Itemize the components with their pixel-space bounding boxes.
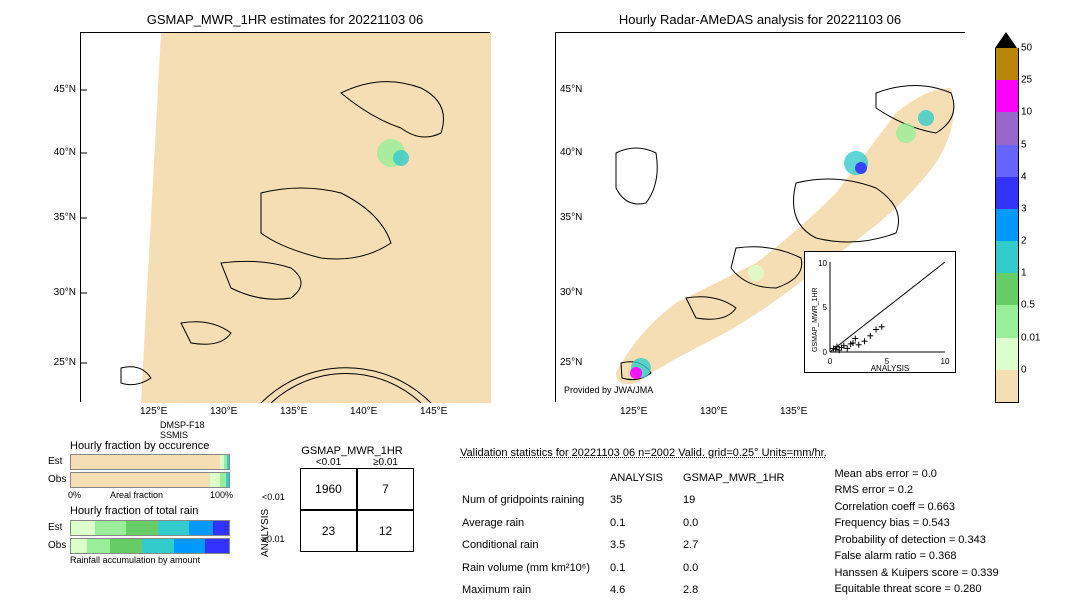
contingency-col-h2: ≥0.01 — [357, 457, 414, 468]
left-lat-2: 35°N — [48, 212, 76, 223]
fraction-occ-axis-right: 100% — [210, 490, 233, 500]
left-map-panel — [80, 32, 490, 402]
satellite-name-1: DMSP-F18 — [160, 420, 205, 430]
fraction-occ-axis-left: 0% — [68, 490, 81, 500]
right-lat-3: 30°N — [560, 287, 582, 298]
right-lat-4: 25°N — [560, 357, 582, 368]
fraction-occ-title: Hourly fraction by occurence — [70, 440, 209, 452]
provider-note: Provided by JWA/JMA — [564, 385, 653, 395]
left-lon-3: 140°E — [350, 406, 377, 417]
left-lon-2: 135°E — [280, 406, 307, 417]
fraction-occ-est-label: Est — [48, 456, 62, 467]
svg-text:0: 0 — [828, 357, 833, 366]
fraction-occ-obs-bar — [70, 472, 230, 488]
validation-block: Validation statistics for 20221103 06 n=… — [460, 445, 1060, 603]
right-lon-2: 135°E — [780, 406, 807, 417]
left-lon-1: 130°E — [210, 406, 237, 417]
scatter-inset: 0 5 10 0 5 10 ANALYSIS GSMAP_MWR_1HR — [804, 251, 956, 373]
fraction-total-title: Hourly fraction of total rain — [70, 505, 198, 517]
right-lat-1: 40°N — [560, 147, 582, 158]
left-map-title: GSMAP_MWR_1HR estimates for 20221103 06 — [80, 12, 490, 27]
fraction-total-bars — [70, 520, 230, 556]
left-lon-4: 145°E — [420, 406, 447, 417]
fraction-occ-obs-label: Obs — [48, 474, 66, 485]
fraction-occ-bars — [70, 454, 230, 490]
right-lat-0: 45°N — [560, 84, 582, 95]
left-lat-1: 40°N — [48, 147, 76, 158]
svg-text:10: 10 — [941, 357, 950, 366]
fraction-total-est-label: Est — [48, 522, 62, 533]
validation-col1: ANALYSIS — [610, 468, 681, 489]
fraction-total-caption: Rainfall accumulation by amount — [70, 555, 200, 565]
contingency-row-h1: <0.01 — [262, 492, 285, 502]
fraction-total-obs-label: Obs — [48, 540, 66, 551]
left-lon-0: 125°E — [140, 406, 167, 417]
fraction-total-obs-bar — [70, 538, 230, 554]
right-lon-1: 130°E — [700, 406, 727, 417]
svg-text:10: 10 — [818, 259, 827, 268]
scatter-ylabel: GSMAP_MWR_1HR — [812, 287, 819, 352]
left-lat-4: 25°N — [48, 357, 76, 368]
contingency-row-h2: ≥0.01 — [262, 534, 284, 544]
satellite-name-2: SSMIS — [160, 430, 188, 440]
validation-header: Validation statistics for 20221103 06 n=… — [460, 445, 1060, 462]
fraction-occ-axis-caption: Areal fraction — [110, 490, 163, 500]
validation-metrics: Mean abs error = 0.0RMS error = 0.2Corre… — [834, 466, 998, 603]
validation-table: ANALYSIS GSMAP_MWR_1HR Num of gridpoints… — [460, 466, 804, 603]
contingency-c22: 12 — [357, 510, 414, 552]
contingency-row-title: ANALYSIS — [260, 477, 355, 557]
contingency-c12: 7 — [357, 468, 414, 510]
right-lat-2: 35°N — [560, 212, 582, 223]
contingency-col-title: GSMAP_MWR_1HR — [290, 445, 414, 457]
left-map-svg — [81, 33, 491, 403]
scatter-xlabel: ANALYSIS — [871, 364, 910, 372]
right-lon-0: 125°E — [620, 406, 647, 417]
fraction-occ-est-bar — [70, 454, 230, 470]
svg-text:5: 5 — [823, 303, 828, 312]
colorbar: 502510543210.50.010 — [995, 32, 1019, 402]
left-lat-3: 30°N — [48, 287, 76, 298]
left-lat-0: 45°N — [48, 84, 76, 95]
scatter-svg: 0 5 10 0 5 10 ANALYSIS — [805, 252, 955, 372]
right-map-title: Hourly Radar-AMeDAS analysis for 2022110… — [555, 12, 965, 27]
svg-text:0: 0 — [823, 348, 828, 357]
right-map-panel: 0 5 10 0 5 10 ANALYSIS GSMAP_MWR_1HR Pro… — [555, 32, 965, 402]
contingency-col-h1: <0.01 — [300, 457, 357, 468]
fraction-total-est-bar — [70, 520, 230, 536]
validation-col2: GSMAP_MWR_1HR — [683, 468, 802, 489]
